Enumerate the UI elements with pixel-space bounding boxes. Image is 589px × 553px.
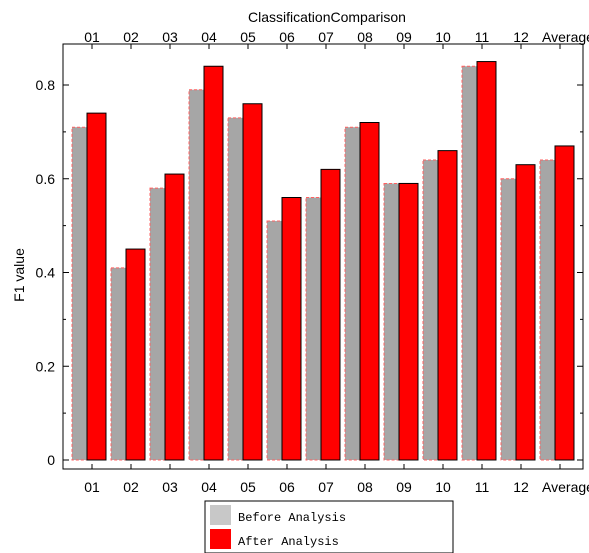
plot-frame xyxy=(62,43,584,470)
bar-after-12 xyxy=(515,164,536,461)
x-tick-label-top: 04 xyxy=(201,29,217,45)
x-tick-label-top: 11 xyxy=(475,29,490,45)
x-tick-label-bottom: 11 xyxy=(475,479,490,495)
y-tick-label: 0.6 xyxy=(36,171,56,187)
y-tick-label: 0 xyxy=(47,452,55,468)
bar-after-06 xyxy=(281,197,302,461)
bar-before-04 xyxy=(188,89,207,461)
x-tick-label-top: 02 xyxy=(123,29,139,45)
y-tick-label: 0.2 xyxy=(36,358,56,374)
x-tick-label-top: 03 xyxy=(162,29,178,45)
bar-before-11 xyxy=(461,65,480,461)
bar-before-average xyxy=(539,159,558,461)
legend-label-after: After Analysis xyxy=(238,535,339,549)
bar-after-07 xyxy=(320,168,341,461)
legend-box xyxy=(204,500,454,553)
bar-after-08 xyxy=(359,122,380,461)
bars-group xyxy=(71,61,575,461)
x-tick-label-bottom: 09 xyxy=(396,479,412,495)
ticks-group: 01 01 02 02 03 03 04 04 05 05 06 06 07 07 08 08 09 09 10 10… xyxy=(36,29,589,495)
bar-after-11 xyxy=(476,61,497,461)
bar-before-03 xyxy=(149,187,168,461)
x-tick-label-top: 06 xyxy=(279,29,295,45)
x-tick-label-bottom: 01 xyxy=(84,479,100,495)
bar-after-09 xyxy=(398,182,419,461)
legend-swatch-before xyxy=(210,505,231,525)
bar-before-02 xyxy=(110,267,129,461)
bar-before-10 xyxy=(422,159,441,461)
x-tick-label-top: 07 xyxy=(318,29,334,45)
legend-label-before: Before Analysis xyxy=(238,511,346,525)
x-tick-label-bottom: 04 xyxy=(201,479,217,495)
y-tick-label: 0.8 xyxy=(36,77,56,93)
x-tick-label-bottom: 03 xyxy=(162,479,178,495)
x-tick-label-top: 08 xyxy=(357,29,373,45)
bar-before-09 xyxy=(383,182,402,461)
y-tick-label: 0.4 xyxy=(36,265,56,281)
bar-after-average xyxy=(554,145,575,461)
bar-before-05 xyxy=(227,117,246,461)
x-tick-label-bottom: 05 xyxy=(240,479,256,495)
x-tick-label-bottom: 10 xyxy=(435,479,451,495)
x-tick-label-top: 01 xyxy=(84,29,100,45)
bar-after-04 xyxy=(203,65,224,461)
x-tick-label-bottom: 12 xyxy=(513,479,529,495)
bar-before-01 xyxy=(71,126,90,461)
legend-swatch-after xyxy=(210,529,231,549)
chart-title: ClassificationComparison xyxy=(248,9,406,25)
bar-after-05 xyxy=(242,103,263,461)
x-tick-label-bottom: 08 xyxy=(357,479,373,495)
x-tick-label-top: Average xyxy=(542,29,589,45)
x-tick-label-top: 09 xyxy=(396,29,412,45)
bar-after-02 xyxy=(125,248,146,461)
legend: Before Analysis After Analysis xyxy=(204,500,454,553)
y-axis-label: F1 value xyxy=(11,248,27,302)
x-tick-label-bottom: 07 xyxy=(318,479,334,495)
x-tick-label-top: 12 xyxy=(513,29,529,45)
bar-before-12 xyxy=(500,178,519,461)
x-tick-label-top: 05 xyxy=(240,29,256,45)
bar-before-06 xyxy=(266,220,285,461)
bar-before-08 xyxy=(344,126,363,461)
x-tick-label-bottom: Average xyxy=(542,479,589,495)
bar-after-01 xyxy=(86,112,107,461)
bar-after-03 xyxy=(164,173,185,461)
x-tick-label-top: 10 xyxy=(435,29,451,45)
x-tick-label-bottom: 06 xyxy=(279,479,295,495)
bar-after-10 xyxy=(437,150,458,461)
x-tick-label-bottom: 02 xyxy=(123,479,139,495)
bar-before-07 xyxy=(305,197,324,461)
